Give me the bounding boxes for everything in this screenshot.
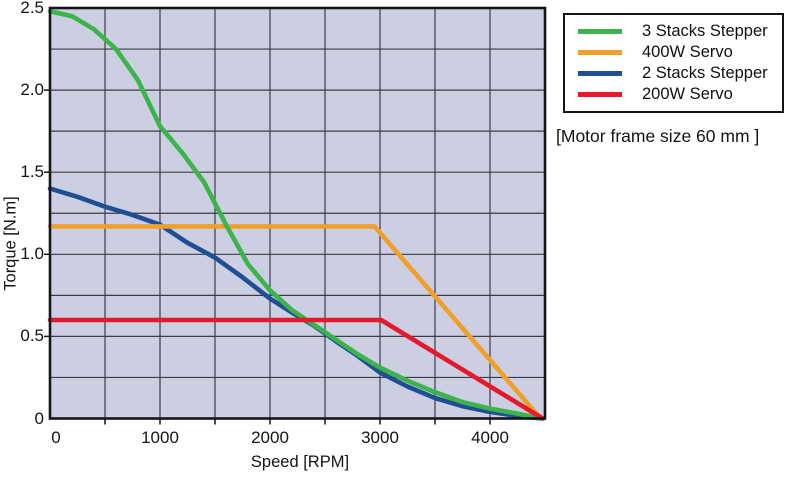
legend-item: 3 Stacks Stepper bbox=[569, 21, 778, 42]
legend-label: 2 Stacks Stepper bbox=[642, 64, 768, 82]
legend-item: 2 Stacks Stepper bbox=[569, 63, 778, 84]
y-tick-label: 2.0 bbox=[20, 80, 44, 100]
series-line-200w-servo bbox=[47, 317, 546, 421]
y-tick-label: 0.5 bbox=[20, 326, 44, 346]
x-tick-label: 3000 bbox=[361, 428, 399, 447]
y-tick-label: 2.5 bbox=[20, 0, 44, 17]
legend-swatch-icon bbox=[578, 50, 622, 55]
x-axis-title: Speed [RPM] bbox=[250, 453, 350, 471]
x-tick-label: 1000 bbox=[141, 428, 179, 447]
legend-swatch-icon bbox=[578, 71, 622, 76]
x-tick-label: 4000 bbox=[471, 428, 509, 447]
x-tick-label: 2000 bbox=[251, 428, 289, 447]
legend-label: 400W Servo bbox=[642, 43, 733, 61]
series-line-3-stacks-stepper bbox=[47, 9, 545, 421]
y-tick-label: 1.5 bbox=[20, 162, 44, 182]
legend-box: 3 Stacks Stepper 400W Servo 2 Stacks Stepp… bbox=[563, 13, 784, 113]
legend-item: 400W Servo bbox=[569, 42, 778, 63]
y-axis-title: Torque [N.m] bbox=[1, 196, 20, 291]
x-tick-label: 0 bbox=[51, 428, 61, 447]
motor-frame-note: [Motor frame size 60 mm ] bbox=[556, 126, 760, 146]
legend-label: 3 Stacks Stepper bbox=[642, 22, 768, 40]
series-line-400w-servo bbox=[47, 224, 543, 421]
plot-border bbox=[48, 6, 547, 420]
legend-swatch-icon bbox=[578, 92, 622, 97]
legend-swatch-icon bbox=[578, 29, 622, 34]
y-tick-label: 0 bbox=[34, 408, 44, 428]
y-tick-label: 1.0 bbox=[20, 244, 44, 264]
legend-label: 200W Servo bbox=[642, 85, 733, 103]
legend-item: 200W Servo bbox=[569, 84, 778, 105]
